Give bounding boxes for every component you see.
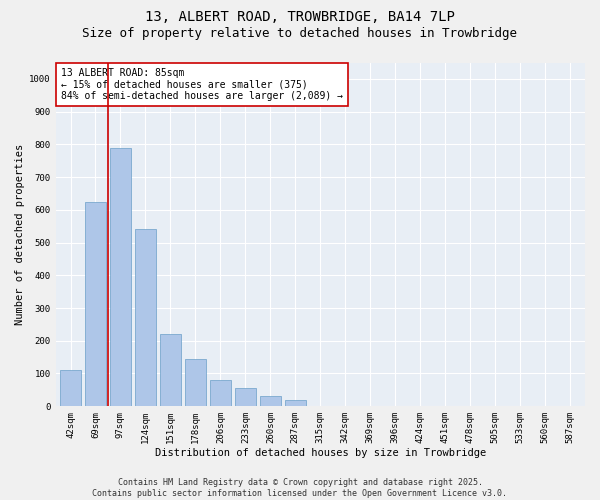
Text: 13, ALBERT ROAD, TROWBRIDGE, BA14 7LP: 13, ALBERT ROAD, TROWBRIDGE, BA14 7LP <box>145 10 455 24</box>
Text: Size of property relative to detached houses in Trowbridge: Size of property relative to detached ho… <box>83 28 517 40</box>
Text: Contains HM Land Registry data © Crown copyright and database right 2025.
Contai: Contains HM Land Registry data © Crown c… <box>92 478 508 498</box>
Bar <box>210 380 231 406</box>
Bar <box>85 202 106 406</box>
Bar <box>260 396 281 406</box>
Y-axis label: Number of detached properties: Number of detached properties <box>15 144 25 325</box>
Bar <box>284 400 306 406</box>
X-axis label: Distribution of detached houses by size in Trowbridge: Distribution of detached houses by size … <box>155 448 486 458</box>
Bar <box>60 370 81 406</box>
Bar <box>160 334 181 406</box>
Bar <box>185 359 206 406</box>
Bar <box>110 148 131 406</box>
Text: 13 ALBERT ROAD: 85sqm
← 15% of detached houses are smaller (375)
84% of semi-det: 13 ALBERT ROAD: 85sqm ← 15% of detached … <box>61 68 343 101</box>
Bar <box>135 230 156 406</box>
Bar <box>235 388 256 406</box>
